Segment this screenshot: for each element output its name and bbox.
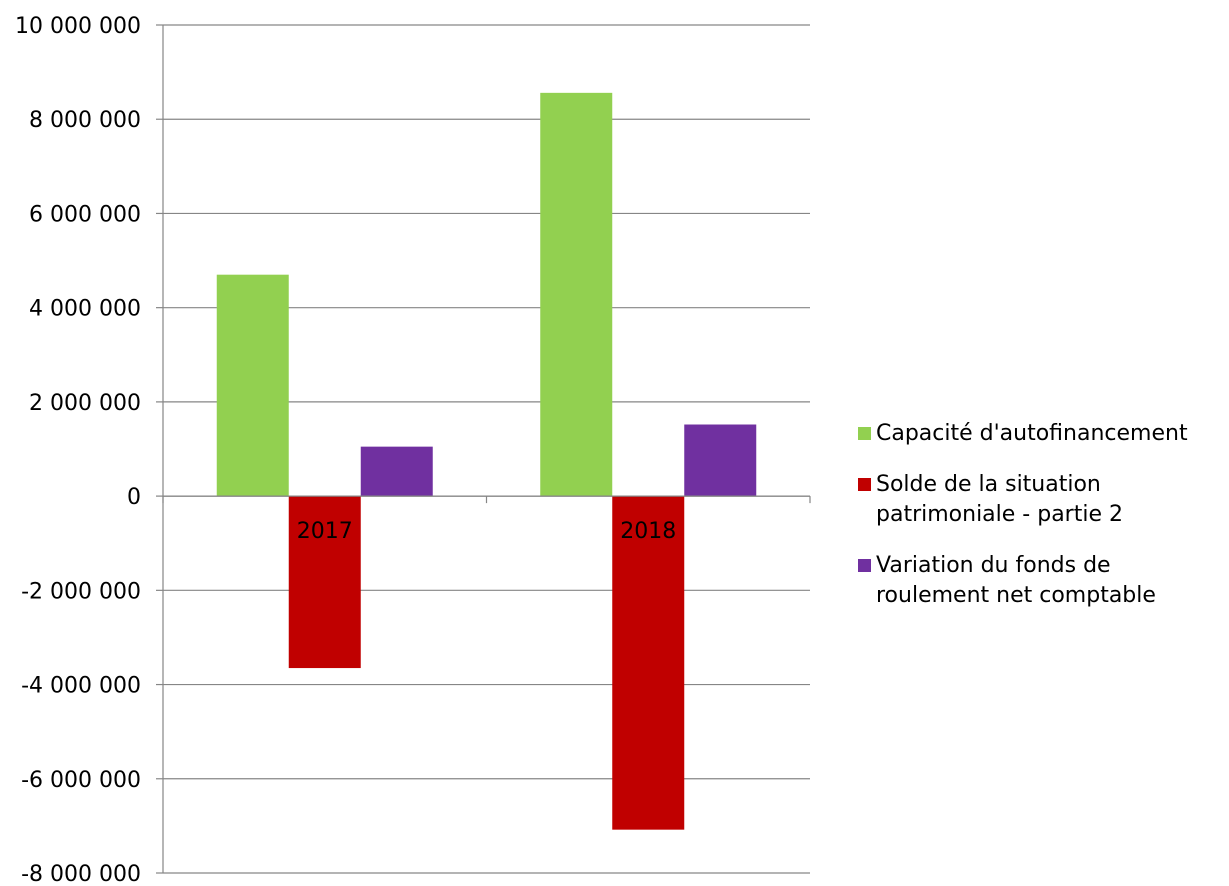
legend-swatch	[858, 478, 871, 491]
x-category-label: 2018	[620, 519, 676, 544]
bar	[360, 446, 433, 497]
legend-swatch	[858, 427, 871, 440]
bar	[288, 496, 361, 669]
x-category-label: 2017	[297, 519, 353, 544]
category-labels: 2017 2018	[297, 519, 677, 544]
y-tick-label: -8 000 000	[21, 862, 141, 886]
y-tick-label: 6 000 000	[29, 202, 141, 227]
y-tick-label: -2 000 000	[21, 579, 141, 604]
y-tick-label: 8 000 000	[29, 108, 141, 133]
bar	[216, 274, 289, 497]
legend-label: Capacité d'autofinancement	[876, 421, 1188, 446]
legend: Capacité d'autofinancement Solde de la si…	[858, 421, 1188, 608]
legend-label: Variation du fonds de roulement net compt…	[876, 553, 1156, 608]
bar	[540, 92, 613, 497]
bars	[216, 92, 757, 830]
y-tick-label: -4 000 000	[21, 674, 141, 699]
bar	[684, 424, 757, 497]
y-tick-label: 4 000 000	[29, 297, 141, 322]
y-tick-labels: 10 000 000 8 000 000 6 000 000 4 000 000 2 0…	[15, 14, 141, 886]
y-tick-label: 10 000 000	[15, 14, 141, 39]
legend-swatch	[858, 559, 871, 572]
y-tick-label: 0	[127, 485, 141, 510]
y-tick-label: -6 000 000	[21, 768, 141, 793]
axes	[156, 24, 811, 874]
bar	[612, 496, 685, 830]
legend-label: Solde de la situation patrimoniale - part…	[876, 472, 1123, 527]
y-tick-label: 2 000 000	[29, 391, 141, 416]
